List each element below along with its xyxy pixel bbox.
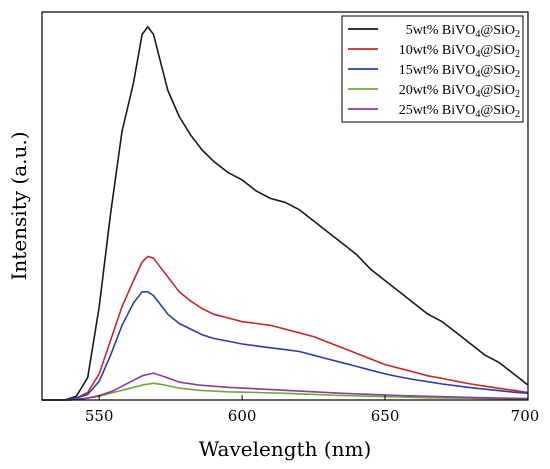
legend-label-4: 20wt% BiVO4@SiO2 [399, 83, 520, 100]
x-axis-ticks: 550 600 650 700 [85, 395, 539, 425]
plot-frame [41, 11, 529, 401]
legend-label-2: 10wt% BiVO4@SiO2 [399, 43, 520, 60]
x-tick-label: 700 [511, 407, 540, 425]
series-lines [42, 26, 529, 401]
series-line-3 [42, 291, 529, 401]
x-tick-label: 600 [228, 407, 257, 425]
series-line-5 [42, 372, 529, 401]
legend: 5wt% BiVO4@SiO2 10wt% BiVO4@SiO2 15wt% BiV… [341, 15, 524, 123]
x-tick-label: 650 [371, 407, 400, 425]
legend-label-5: 25wt% BiVO4@SiO2 [399, 103, 520, 120]
series-line-2 [42, 255, 529, 401]
legend-label-1: 5wt% BiVO4@SiO2 [406, 23, 520, 40]
legend-label-3: 15wt% BiVO4@SiO2 [399, 63, 520, 80]
x-tick-label: 550 [85, 407, 114, 425]
x-axis-title: Wavelength (nm) [199, 437, 372, 461]
series-line-1 [42, 26, 529, 401]
y-axis-title: Intensity (a.u.) [7, 131, 31, 280]
series-line-4 [42, 382, 529, 401]
